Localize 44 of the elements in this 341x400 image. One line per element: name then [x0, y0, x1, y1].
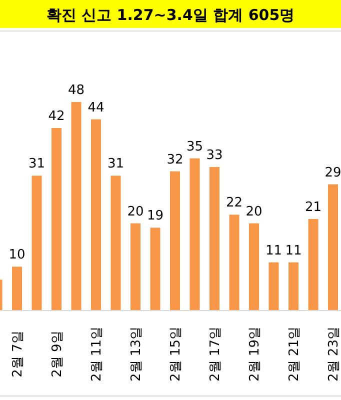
bar [130, 223, 140, 310]
data-label: 19 [146, 208, 164, 224]
bar [150, 228, 160, 310]
data-label: 21 [304, 200, 322, 215]
data-label: 35 [186, 139, 204, 154]
x-tick-label: 2월 23일 [326, 326, 341, 382]
x-tick-label: 2월 7일 [10, 330, 26, 378]
data-label: 20 [246, 204, 262, 220]
x-tick-label: 2월 19일 [248, 326, 262, 382]
x-tick-label: 2월 9일 [50, 330, 65, 378]
bar [210, 167, 220, 310]
x-tick-label: 2월 21일 [287, 326, 302, 382]
bar [52, 128, 62, 310]
data-label: 20 [127, 204, 144, 220]
data-label: 31 [107, 156, 124, 172]
bar [288, 262, 298, 310]
chart-title: 확진 신고 1.27~3.4일 합계 605명 [46, 6, 295, 24]
bar [229, 214, 240, 310]
x-tick-label: 2월 13일 [129, 326, 144, 382]
data-label: 11 [285, 243, 302, 258]
x-tick-label: 2월 15일 [168, 326, 184, 382]
bar [12, 266, 22, 310]
bar [71, 102, 82, 310]
data-label: 22 [226, 196, 243, 211]
bar [170, 171, 180, 310]
data-label: 42 [48, 109, 65, 124]
data-label: 29 [324, 165, 341, 180]
data-label: 48 [68, 83, 85, 98]
bar [110, 176, 121, 310]
data-label: 32 [166, 152, 184, 168]
bar [268, 262, 279, 310]
x-tick-label: 2월 17일 [208, 326, 223, 382]
data-label: 33 [206, 148, 223, 163]
bar [249, 223, 259, 310]
bar [190, 158, 200, 310]
bar [308, 219, 318, 310]
bar [91, 119, 101, 310]
x-tick-label: 2월 11일 [90, 326, 104, 382]
data-label: 10 [8, 248, 26, 263]
data-label: 31 [28, 156, 46, 172]
data-label: 44 [88, 100, 104, 116]
bar [328, 184, 338, 310]
bar [32, 176, 42, 310]
data-label: 11 [265, 243, 282, 258]
